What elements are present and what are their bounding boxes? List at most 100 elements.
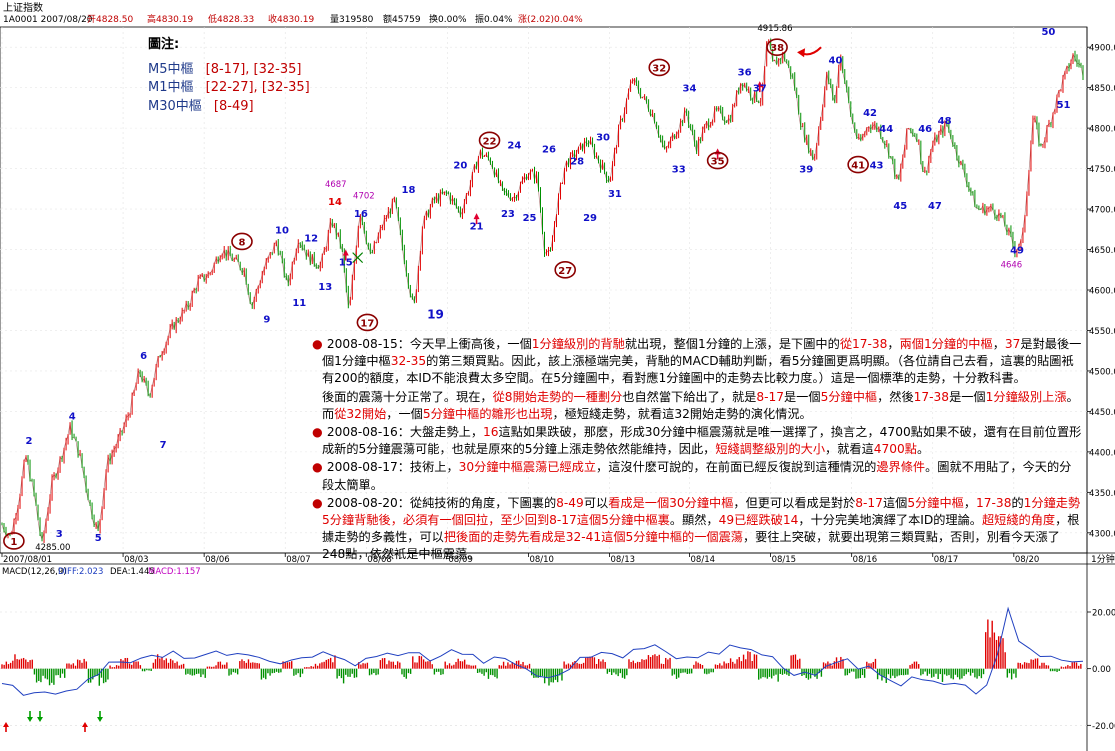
note-text: 就出現，整個1分鐘的上漲，是下圖中的 <box>624 337 840 351</box>
price-mark-label: 4915.86 <box>757 24 792 34</box>
price-tick-label: 4900.00 <box>1089 44 1115 54</box>
wave-label: 30 <box>596 132 610 143</box>
note-text: 後面的震蕩十分正常了。現在， <box>322 389 493 404</box>
wave-label: 47 <box>928 201 942 212</box>
wave-label: 29 <box>583 213 597 224</box>
wave-circle <box>478 131 501 150</box>
wave-label: 17 <box>360 318 374 329</box>
price-tick-label: 4600.00 <box>1089 287 1115 297</box>
wave-circle <box>231 232 253 251</box>
price-tick-label: 4800.00 <box>1089 125 1115 135</box>
legend-title: 圖注: <box>148 37 180 52</box>
wave-label: 48 <box>938 116 952 127</box>
wave-label: 6 <box>140 351 147 362</box>
info-open: 开4828.50 <box>87 14 133 25</box>
note-text: 2008-08-20：從純技術的角度，下圖裏的 <box>326 495 557 510</box>
price-candles <box>1 38 1084 543</box>
time-tick-label: 08/10 <box>529 555 554 565</box>
note-text: 17-38 <box>913 389 950 404</box>
note-text: ，然後 <box>877 389 914 404</box>
wave-label: 27 <box>558 266 572 277</box>
price-mark-label: 4285.00 <box>35 543 70 553</box>
note-text: ， <box>992 337 1005 351</box>
commentary-notes: ● 2008-08-15：今天早上衝高後，一個1分鐘級別的背馳就出現，整個1分鐘… <box>312 336 1082 565</box>
info-volume: 量319580 <box>330 14 374 25</box>
note-paragraph: ● 2008-08-17：技術上，30分鐘中樞震蕩已經成立，這沒什麽可說的，在前… <box>312 459 1082 493</box>
note-text: 2008-08-16：大盤走勢上， <box>326 425 484 440</box>
note-text: 32-35 <box>390 354 427 369</box>
macd-diff-value: DIFF:2.023 <box>58 567 103 577</box>
macd-arrows <box>3 711 103 732</box>
wave-circle <box>3 532 25 550</box>
wave-label: 24 <box>507 140 521 151</box>
info-bar: 1A0001 2007/08/20 开4828.50 高4830.19 低482… <box>3 13 583 25</box>
price-tick-label: 4850.00 <box>1089 84 1115 94</box>
wave-label: 19 <box>427 307 444 321</box>
price-tick-label: 4750.00 <box>1089 165 1115 175</box>
note-text: 把後面的走勢先看成是32-41這個5分鐘中樞的一個震蕩 <box>443 530 743 545</box>
info-symbol: 1A0001 2007/08/20 <box>3 15 93 25</box>
note-bullet-icon: ● <box>312 337 327 351</box>
legend: 圖注: M5中樞 [8-17], [32-35] M1中樞 [22-27], [… <box>148 36 310 116</box>
info-low: 低4828.33 <box>208 13 254 25</box>
wave-label: 12 <box>304 233 318 244</box>
wave-label: 11 <box>292 298 306 309</box>
note-text: 這點如果跌破，那麽，形成30分鐘中樞震蕩就是唯一選擇了，換言之，4700點如果不… <box>322 425 1082 457</box>
wave-label: 9 <box>263 314 270 325</box>
note-bullet-icon: ● <box>312 425 327 440</box>
macd-macd-value: MACD:1.157 <box>148 567 201 577</box>
price-tick-label: 4700.00 <box>1089 206 1115 216</box>
wave-label: 3 <box>56 529 63 540</box>
wave-label: 26 <box>542 144 556 155</box>
legend-row: M5中樞 [8-17], [32-35] <box>148 61 310 80</box>
down-arrow-icon <box>27 711 33 722</box>
wave-label: 10 <box>275 225 289 236</box>
pointer-arrow-head-icon <box>797 48 806 58</box>
note-text: 。圖就不用貼了，今天的分段太簡單。 <box>322 460 1072 492</box>
note-text: 邊界條件 <box>876 460 926 475</box>
wave-label: 23 <box>501 209 515 220</box>
wave-label: 36 <box>738 68 752 79</box>
up-arrow-icon <box>3 722 9 732</box>
wave-label: 21 <box>470 221 484 232</box>
note-text: 30分鐘中樞震蕩已經成立 <box>458 460 597 475</box>
wave-label: 41 <box>851 161 865 172</box>
wave-label: 43 <box>870 161 884 172</box>
price-tick-label: 4500.00 <box>1089 367 1115 377</box>
time-tick-label: 08/14 <box>691 555 716 565</box>
wave-label: 51 <box>1057 100 1071 111</box>
time-tick-label: 08/06 <box>205 555 230 565</box>
time-tick-label: 08/17 <box>934 555 959 565</box>
note-text: 1分鐘級別的背馳 <box>531 337 625 351</box>
note-text: 4700點 <box>873 442 917 457</box>
macd-label: MACD(12,26,9) <box>2 567 67 577</box>
price-mark-label: 4687 <box>325 180 347 190</box>
note-text: 。 <box>916 442 930 457</box>
wave-label: 15 <box>339 258 353 269</box>
price-mark-label: 4702 <box>353 192 375 202</box>
wave-label: 45 <box>893 201 907 212</box>
note-text: 兩個1分鐘的中樞 <box>899 337 993 351</box>
wave-label: 13 <box>318 282 332 293</box>
note-text: 2008-08-17：技術上， <box>326 460 459 475</box>
up-arrow-icon <box>473 213 480 225</box>
macd-tick-label: 20.00 <box>1092 609 1115 619</box>
wave-label: 44 <box>879 124 893 135</box>
macd-axis: 20.00 0.00 -20.00 <box>1087 609 1115 732</box>
time-tick-label: 08/13 <box>611 555 636 565</box>
note-text: 是對最後一個1分鐘中樞 <box>322 337 1082 369</box>
wave-label: 31 <box>608 189 622 200</box>
wave-label: 32 <box>652 63 666 74</box>
note-text: 這個 <box>882 495 908 510</box>
note-text: 也自然當下給出了，就是 <box>622 389 757 404</box>
legend-row: M30中樞 [8-49] <box>148 98 310 117</box>
x-axis: 2007/08/01 08/03 08/06 08/07 08/08 08/09 08/10… <box>1 553 1039 565</box>
wave-label: 22 <box>483 136 497 147</box>
wave-label: 7 <box>160 440 167 451</box>
note-paragraph: ● 2008-08-16：大盤走勢上，16這點如果跌破，那麽，形成30分鐘中樞震… <box>312 424 1082 458</box>
legend-row-value: [8-49] <box>213 98 254 114</box>
legend-row-label: M1中樞 <box>148 80 194 95</box>
note-text: 。而 <box>322 389 1079 421</box>
cross-mark-icon <box>352 252 364 264</box>
note-text: ，但更可以看成是對於 <box>733 495 856 510</box>
